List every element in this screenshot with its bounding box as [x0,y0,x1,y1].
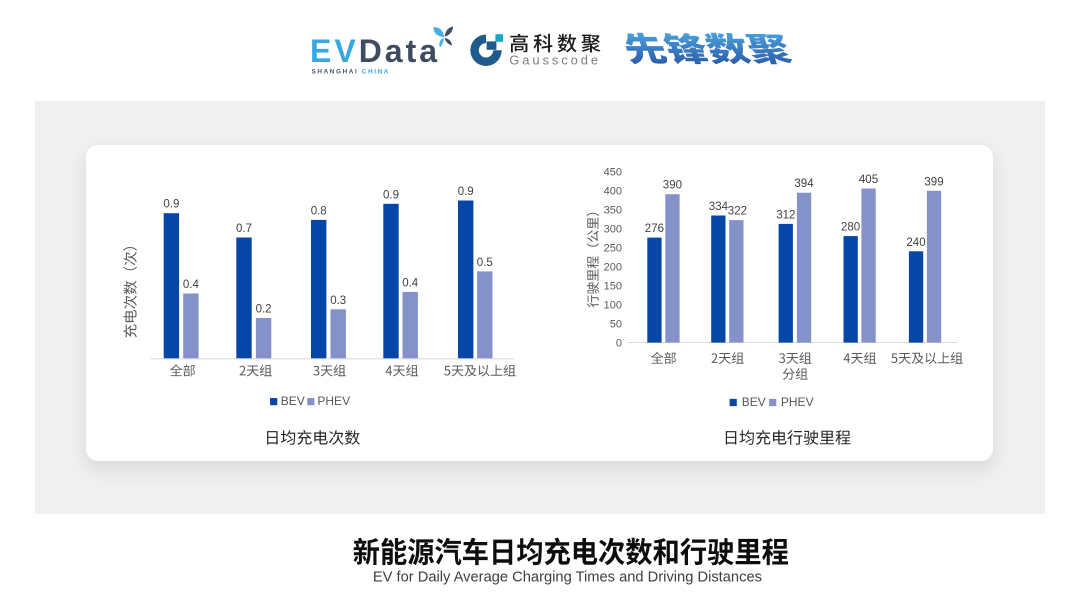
svg-text:0.5: 0.5 [477,257,493,269]
svg-text:EV for Daily Average Charging: EV for Daily Average Charging Times and … [373,570,762,586]
svg-text:0.9: 0.9 [163,199,179,211]
svg-text:50: 50 [610,319,622,331]
svg-text:400: 400 [604,185,622,197]
svg-text:PHEV: PHEV [317,394,350,408]
svg-text:322: 322 [728,206,747,218]
svg-text:276: 276 [645,223,664,235]
svg-text:0.9: 0.9 [458,186,474,198]
svg-text:312: 312 [776,209,795,221]
svg-text:0.4: 0.4 [402,277,419,289]
svg-text:PHEV: PHEV [781,395,814,409]
svg-text:240: 240 [906,237,925,249]
svg-text:0.9: 0.9 [383,189,399,201]
svg-text:Gausscode: Gausscode [509,53,601,68]
svg-text:0.7: 0.7 [236,223,252,235]
svg-text:300: 300 [604,223,622,235]
svg-text:0.3: 0.3 [330,295,346,307]
svg-text:334: 334 [709,201,729,213]
svg-text:280: 280 [841,222,860,234]
svg-text:0.4: 0.4 [183,279,200,291]
svg-text:EVData: EVData [310,33,440,69]
svg-text:250: 250 [604,242,622,254]
svg-text:0: 0 [616,338,622,350]
svg-text:450: 450 [604,166,622,178]
svg-text:0.8: 0.8 [311,205,327,217]
svg-text:200: 200 [604,261,622,273]
svg-text:BEV: BEV [281,394,305,408]
svg-text:100: 100 [604,299,622,311]
svg-text:BEV: BEV [742,395,766,409]
svg-text:390: 390 [663,180,682,192]
svg-text:405: 405 [859,174,878,186]
svg-text:399: 399 [924,176,943,188]
svg-text:SHANGHAI CHINA: SHANGHAI CHINA [312,69,391,76]
svg-text:150: 150 [604,280,622,292]
svg-text:394: 394 [794,178,814,190]
svg-text:350: 350 [604,204,622,216]
svg-text:0.2: 0.2 [256,304,272,316]
